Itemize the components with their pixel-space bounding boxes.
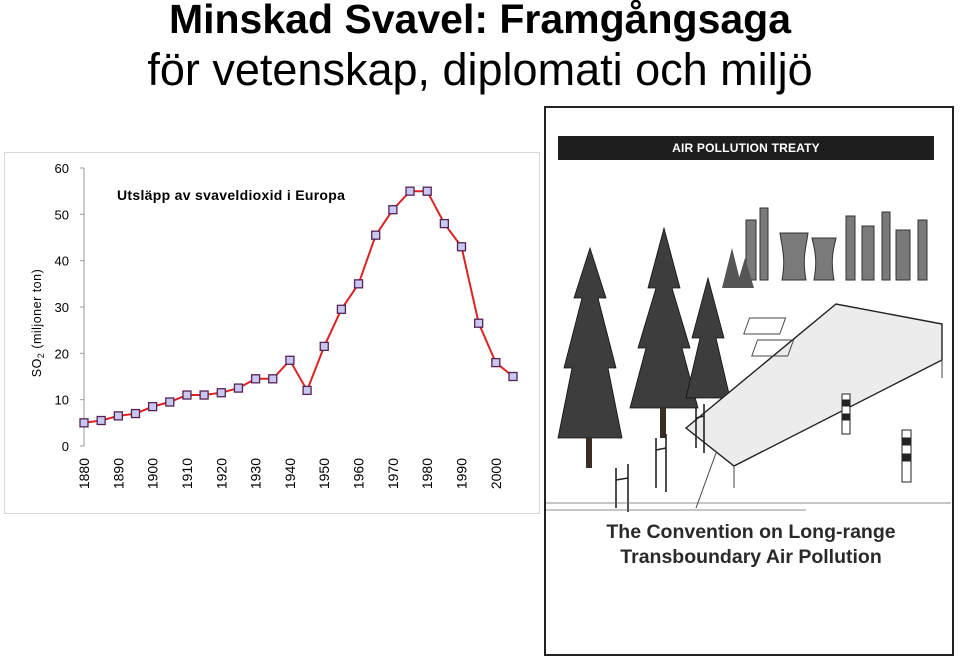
data-point xyxy=(182,390,192,400)
data-point xyxy=(130,408,141,419)
data-point xyxy=(422,186,432,196)
x-tick-label: 1910 xyxy=(179,458,195,489)
y-tick-label: 20 xyxy=(55,346,69,361)
treaty-cartoon: AIR POLLUTION TREATY The Convention on L… xyxy=(544,106,954,656)
data-point xyxy=(371,230,381,240)
treaty-banner: AIR POLLUTION TREATY xyxy=(558,136,934,160)
data-point xyxy=(250,374,261,384)
slide-title-line-2: för vetenskap, diplomati och miljö xyxy=(147,44,813,95)
cartoon-caption: The Convention on Long-range Transbounda… xyxy=(576,520,926,570)
data-point xyxy=(456,242,467,252)
slide-title-line-1: Minskad Svavel: Framgångsaga xyxy=(168,0,792,42)
data-point xyxy=(165,397,175,407)
data-point xyxy=(147,401,158,412)
x-tick-label: 1880 xyxy=(76,458,92,489)
y-tick-label: 10 xyxy=(55,393,69,408)
data-point xyxy=(113,411,123,421)
data-point xyxy=(439,218,450,229)
x-tick-label: 1960 xyxy=(351,458,367,489)
chart-canvas: 0 10 20 30 40 50 60 1880 1890 1900 1910 1920 1930 194… xyxy=(30,161,518,489)
x-tick-label: 1890 xyxy=(110,458,126,489)
y-tick-label: 30 xyxy=(55,300,69,315)
data-point xyxy=(285,355,295,365)
y-axis-label: SO2 (miljoner ton) xyxy=(30,269,46,378)
data-point xyxy=(302,385,312,396)
data-point xyxy=(319,341,329,352)
data-point xyxy=(268,374,278,384)
data-point xyxy=(96,415,106,426)
y-tick-label: 50 xyxy=(55,207,69,222)
x-tick-label: 1970 xyxy=(385,458,401,489)
data-point xyxy=(474,318,484,328)
data-point xyxy=(353,279,364,289)
x-tick-label: 1920 xyxy=(213,458,229,489)
data-point xyxy=(491,357,501,368)
y-tick-label: 40 xyxy=(55,254,69,269)
data-point xyxy=(508,371,518,382)
cartoon-caption-line-1: The Convention on Long-range xyxy=(606,521,896,543)
chart-title: Utsläpp av svaveldioxid i Europa xyxy=(117,187,345,203)
cartoon-illustration xyxy=(546,207,951,512)
y-tick-label: 0 xyxy=(62,439,69,454)
so2-emissions-chart: 0 10 20 30 40 50 60 1880 1890 1900 1910 1920 1930 194… xyxy=(4,152,540,514)
cartoon-caption-line-2: Transboundary Air Pollution xyxy=(620,546,882,568)
x-tick-label: 1900 xyxy=(145,458,161,489)
x-tick-label: 1950 xyxy=(316,458,332,489)
y-tick-label: 60 xyxy=(55,161,69,176)
data-point xyxy=(233,383,244,393)
x-tick-label: 1940 xyxy=(282,458,298,489)
data-point xyxy=(216,388,226,398)
data-point xyxy=(336,304,347,314)
x-tick-label: 1980 xyxy=(419,458,435,489)
data-point xyxy=(199,390,209,400)
x-tick-label: 1990 xyxy=(454,458,470,489)
data-point xyxy=(79,418,89,428)
data-point xyxy=(405,186,415,196)
x-tick-label: 2000 xyxy=(488,458,504,489)
x-tick-label: 1930 xyxy=(248,458,264,489)
data-point xyxy=(388,205,398,215)
